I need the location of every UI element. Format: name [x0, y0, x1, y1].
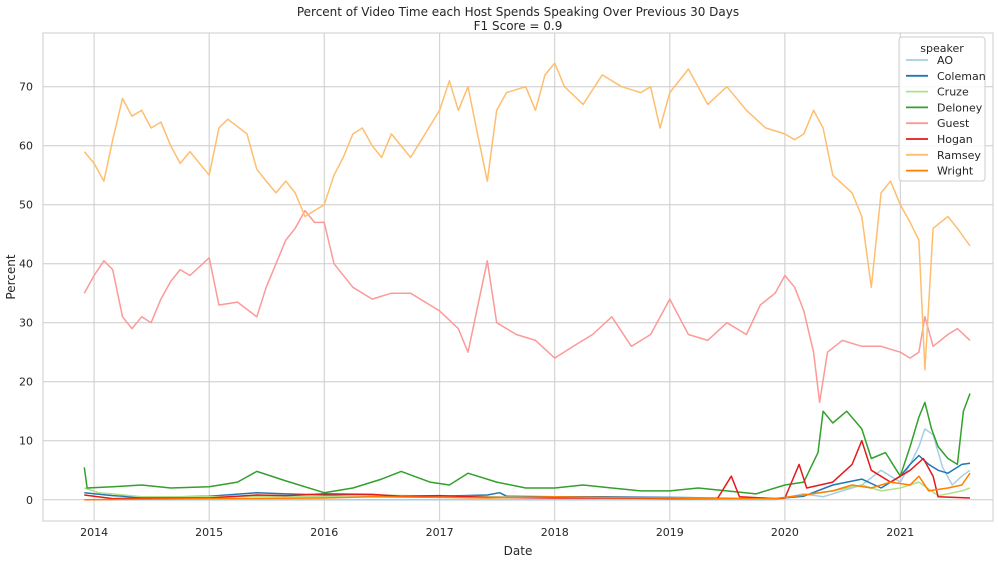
chart-title: Percent of Video Time each Host Spends S…	[297, 5, 739, 19]
x-tick-label: 2020	[771, 526, 799, 539]
legend-label-cruze: Cruze	[937, 86, 969, 99]
legend-label-hogan: Hogan	[937, 133, 973, 146]
y-tick-label: 60	[19, 140, 33, 153]
y-axis-label: Percent	[4, 254, 18, 299]
legend-title: speaker	[920, 42, 964, 55]
gridlines	[43, 33, 993, 521]
y-axis-ticks: 0 10 20 30 40 50 60 70	[19, 81, 33, 507]
legend-entries: AO Coleman Cruze Deloney Guest Hogan Ramsey Wri…	[906, 54, 986, 178]
y-tick-label: 0	[26, 494, 33, 507]
y-tick-label: 70	[19, 81, 33, 94]
series-line-wright	[84, 472, 971, 501]
series-line-deloney	[83, 393, 971, 495]
legend-label-guest: Guest	[937, 117, 970, 130]
legend: speaker AO Coleman Cruze Deloney Guest Hogan R…	[898, 36, 986, 182]
y-tick-label: 50	[19, 199, 33, 212]
x-tick-label: 2019	[656, 526, 684, 539]
x-axis-label: Date	[504, 544, 533, 558]
legend-label-wright: Wright	[937, 165, 974, 178]
x-tick-label: 2014	[80, 526, 108, 539]
y-tick-label: 30	[19, 317, 33, 330]
chart-subtitle: F1 Score = 0.9	[474, 19, 563, 33]
series-line-guest	[83, 209, 971, 404]
series-lines	[83, 62, 971, 501]
x-tick-label: 2015	[195, 526, 223, 539]
x-axis-ticks: 2014 2015 2016 2017 2018 2019 2020 2021	[80, 526, 914, 539]
legend-label-deloney: Deloney	[937, 101, 983, 114]
plot-area	[42, 32, 994, 522]
legend-label-ao: AO	[937, 54, 953, 67]
x-tick-label: 2021	[886, 526, 914, 539]
y-tick-label: 20	[19, 376, 33, 389]
y-tick-label: 40	[19, 258, 33, 271]
x-tick-label: 2017	[426, 526, 454, 539]
series-line-ramsey	[83, 62, 971, 371]
legend-frame	[898, 36, 986, 182]
y-tick-label: 10	[19, 435, 33, 448]
legend-label-coleman: Coleman	[937, 70, 986, 83]
legend-label-ramsey: Ramsey	[937, 149, 981, 162]
x-tick-label: 2018	[541, 526, 569, 539]
x-tick-label: 2016	[310, 526, 338, 539]
